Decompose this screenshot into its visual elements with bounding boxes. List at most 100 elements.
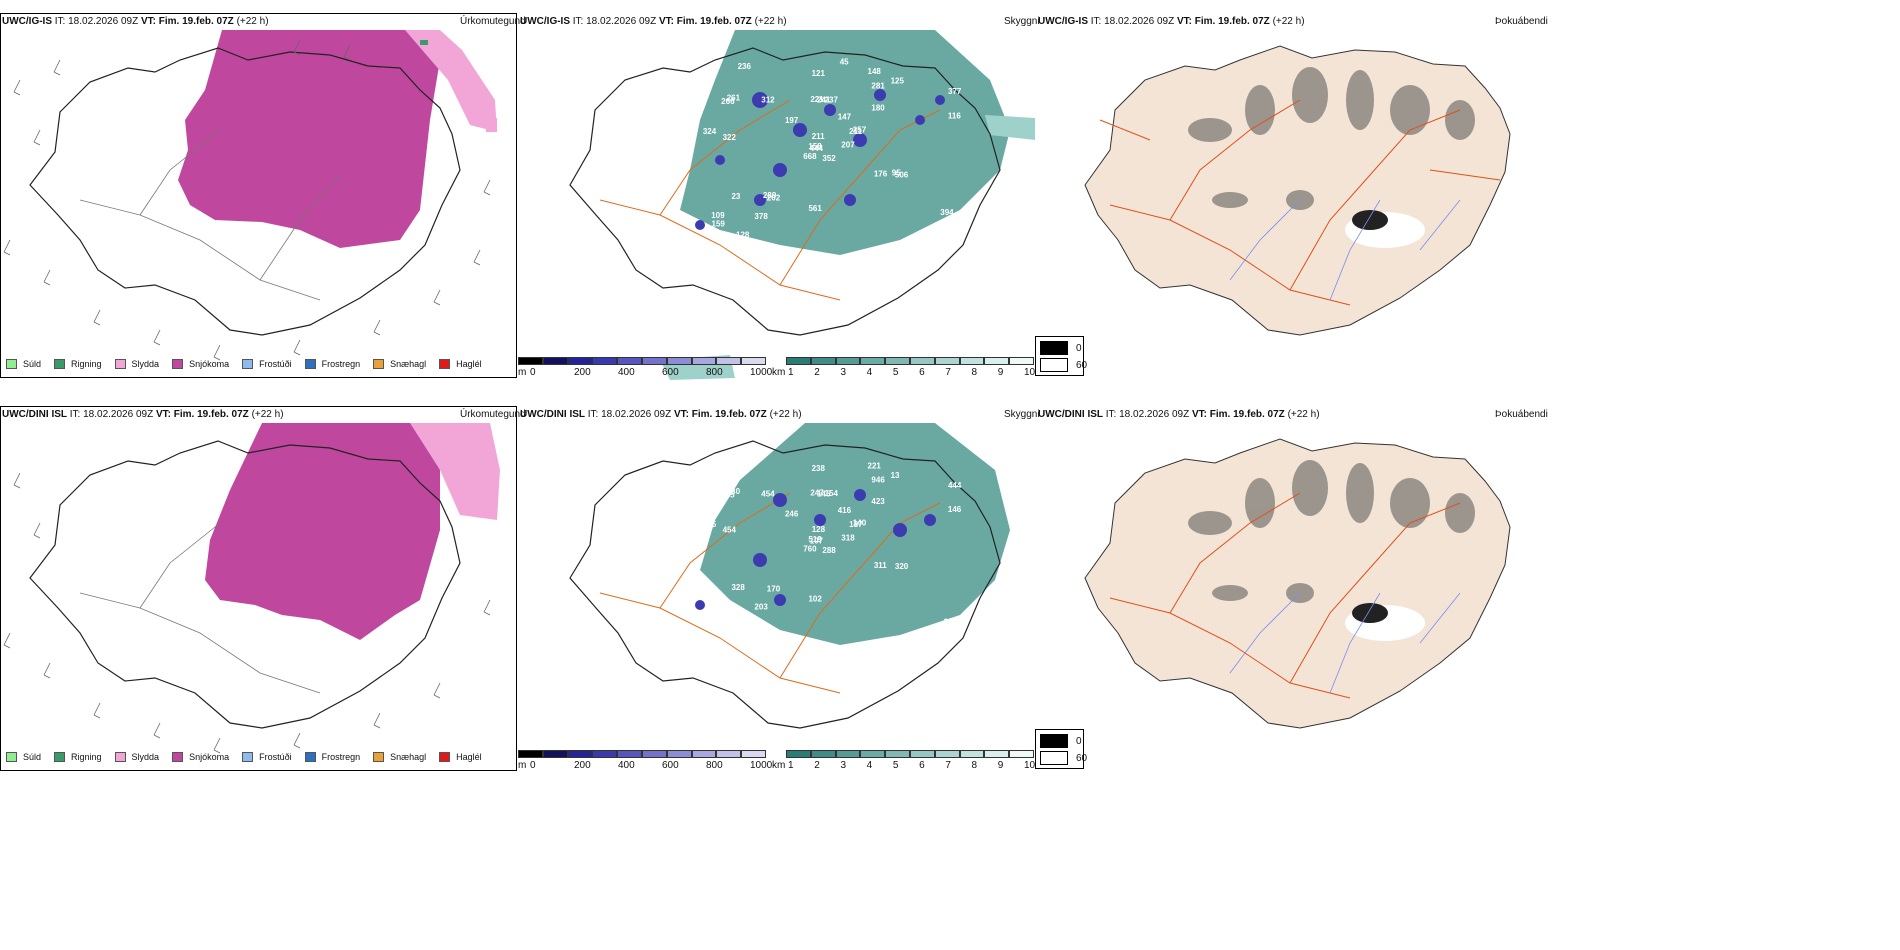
- colorbar-cell: [691, 750, 717, 758]
- cloud-base-label: 246: [785, 509, 799, 518]
- legend-item-sleet: Slydda: [114, 359, 159, 369]
- scale-tick: 9: [997, 367, 1004, 378]
- scale-tick: 3: [840, 367, 846, 378]
- scale-tick: 9: [997, 760, 1004, 771]
- it-label: IT:: [54, 16, 66, 27]
- colorbar-cell: [835, 357, 861, 365]
- cloud-base-label: 394: [940, 208, 954, 217]
- cloud-base-label: 561: [808, 204, 822, 213]
- colorbar-cell: [666, 750, 692, 758]
- roads-fog-bottom: [1109, 492, 1461, 699]
- scale-tick: 800: [706, 760, 723, 771]
- cloud-base-label: 116: [948, 111, 961, 120]
- cloud-base-label: 125: [891, 77, 905, 86]
- cloud-base-label: 225: [944, 228, 958, 237]
- scale-tick: 800: [706, 367, 723, 378]
- cloud-base-label: 519: [808, 535, 822, 544]
- scale-tick: 1: [788, 760, 794, 771]
- scale-tick: 0: [530, 760, 536, 771]
- cloudbase-colorbar-bottom: [518, 750, 766, 758]
- cloud-base-label: 377: [948, 87, 962, 96]
- cloud-base-label: 312: [761, 96, 775, 105]
- colorbar-cell: [909, 357, 935, 365]
- colorbar-cell: [1009, 750, 1034, 758]
- fog-shading-bottom: [1188, 460, 1475, 603]
- colorbar-cell: [1009, 357, 1034, 365]
- cloud-base-label: 145: [817, 489, 831, 498]
- colorbar-cell: [934, 357, 960, 365]
- cloud-base-label: 146: [948, 505, 962, 514]
- colorbar-cell: [617, 357, 642, 365]
- scale-tick: 2: [814, 760, 820, 771]
- wind-barbs: [3, 39, 491, 361]
- colorbar-cell: [641, 357, 667, 365]
- cloud-base-label: 515: [736, 620, 750, 629]
- precip-panel-bottom: [0, 406, 517, 771]
- cloud-base-label: 187: [849, 520, 863, 529]
- legend-item-freezing-rain: Frostregn: [304, 359, 360, 369]
- scale-unit: m: [518, 760, 527, 771]
- cloud-base-label: 444: [948, 481, 962, 490]
- cloud-base-label: 203: [754, 603, 768, 612]
- legend-item-snow-pellets: Snæhagl: [373, 752, 426, 762]
- colorbar-cell: [592, 357, 618, 365]
- precip-panel-top: [0, 13, 517, 378]
- cloud-base-label: 241: [817, 95, 831, 104]
- colorbar-cell: [934, 750, 960, 758]
- cloud-base-label: 211: [812, 132, 825, 141]
- colorbar-cell: [617, 750, 642, 758]
- vt-value: Fim. 19.feb. 07Z: [158, 16, 234, 27]
- cloud-base-label: 148: [868, 67, 882, 76]
- cloud-base-label: 247: [810, 489, 824, 498]
- colorbar-cell: [810, 750, 836, 758]
- cloud-base-label: 128: [736, 230, 750, 239]
- scale-tick: 4: [866, 367, 873, 378]
- colorbar-cell: [716, 357, 742, 365]
- scale-unit: km: [772, 367, 786, 378]
- scale-tick: 10: [1024, 760, 1036, 771]
- colorbar-cell: [959, 357, 985, 365]
- scale-tick: 200: [574, 367, 591, 378]
- cloud-base-label: 324: [703, 127, 717, 136]
- visibility-colorbar-bottom: [786, 750, 1034, 758]
- scale-tick: 200: [574, 760, 591, 771]
- scale-unit: km: [772, 760, 786, 771]
- cloud-base-label: 152: [922, 227, 936, 236]
- scale-tick: 0: [530, 367, 536, 378]
- colorbar-cell: [542, 357, 568, 365]
- fog-header-top: UWC/IG-IS IT: 18.02.2026 09Z VT: Fim. 19…: [1038, 16, 1305, 27]
- scale-tick: 1000: [750, 760, 773, 771]
- cloud-base-label: 207: [841, 141, 855, 150]
- precip-title-bottom: Úrkomutegund: [460, 409, 526, 420]
- drizzle-spot: [420, 40, 428, 45]
- legend-item-drizzle: Súld: [6, 752, 41, 762]
- scale-tick: 600: [662, 367, 679, 378]
- colorbar-cell: [860, 357, 886, 365]
- scale-tick: 5: [892, 367, 899, 378]
- fog-title-bottom: Þokuábendi: [1495, 409, 1548, 420]
- legend-item-freezing-rain: Frostregn: [304, 752, 360, 762]
- legend-item-snow-pellets: Snæhagl: [373, 359, 426, 369]
- iceland-outline: [29, 47, 461, 336]
- cloud-base-label: 128: [812, 525, 826, 534]
- cloud-base-label: 668: [803, 152, 817, 161]
- cloudbase-colorbar-top: [518, 357, 766, 365]
- precip-legend-top: Súld Rigning Slydda Snjókoma Frostúði Fr…: [6, 359, 495, 369]
- rivers-fog-bottom: [1229, 592, 1461, 694]
- colorbar-cell: [786, 750, 811, 758]
- cloud-base-label: 211: [849, 127, 862, 136]
- visibility-area-2: [985, 115, 1035, 140]
- cloud-base-label: 454: [723, 526, 737, 535]
- cloud-base-label: 109: [711, 211, 725, 220]
- cloud-base-label: 147: [838, 112, 852, 121]
- fog-legend-top: 0 60: [1035, 336, 1087, 376]
- legend-item-rain: Rigning: [54, 359, 102, 369]
- scale-tick: 400: [618, 760, 635, 771]
- colorbar-cell: [885, 357, 910, 365]
- cloud-base-label: 13: [891, 471, 900, 480]
- cloud-base-label: 158: [808, 142, 822, 151]
- colorbar-cell: [984, 357, 1010, 365]
